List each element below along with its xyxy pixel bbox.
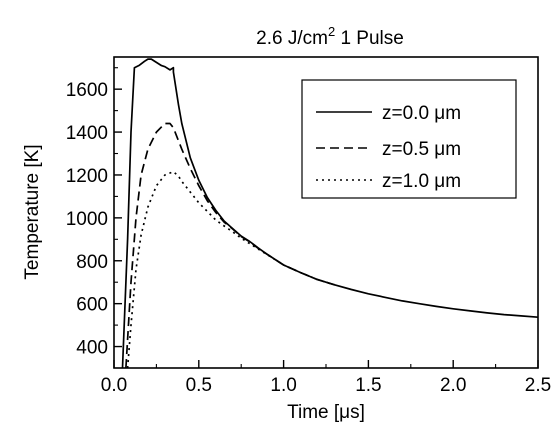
y-tick-label-600: 600 [76,295,108,316]
chart-title-main: 2.6 J/cm [256,28,328,49]
y-tick-label-800: 800 [76,252,108,273]
y-tick-label-1200: 1200 [66,166,108,187]
chart-title-superscript: 2 [328,24,335,39]
x-tick-label-0-0: 0.0 [101,375,127,396]
chart-title: 2.6 J/cm2 1 Pulse [256,24,404,49]
x-tick-label-0-5: 0.5 [186,375,212,396]
series-line-z05 [125,122,335,369]
legend-label-z10: z=1.0 μm [382,171,461,192]
y-tick-label-1600: 1600 [66,80,108,101]
legend-label-z05: z=0.5 μm [382,139,461,160]
series-line-z00 [121,58,539,369]
series-line-z10 [126,170,335,369]
y-axis-title: Temperature [K] [22,144,43,279]
x-axis-title: Time [μs] [287,402,365,423]
x-tick-label-2-0: 2.0 [440,375,466,396]
x-axis-ticks: 0.0 0.5 1.0 1.5 2.0 2.5 [101,360,551,396]
x-tick-label-1-5: 1.5 [355,375,381,396]
chart-title-suffix: 1 Pulse [335,28,404,49]
y-tick-label-400: 400 [76,338,108,359]
y-axis-ticks: 400 600 800 1000 1200 1400 1600 [66,67,122,359]
series-layer [121,58,539,369]
x-tick-label-1-0: 1.0 [270,375,296,396]
y-tick-label-1400: 1400 [66,123,108,144]
legend: z=0.0 μm z=0.5 μm z=1.0 μm [301,79,517,199]
y-tick-label-1000: 1000 [66,209,108,230]
x-tick-label-2-5: 2.5 [525,375,551,396]
legend-box [301,79,517,199]
legend-label-z00: z=0.0 μm [382,103,461,124]
